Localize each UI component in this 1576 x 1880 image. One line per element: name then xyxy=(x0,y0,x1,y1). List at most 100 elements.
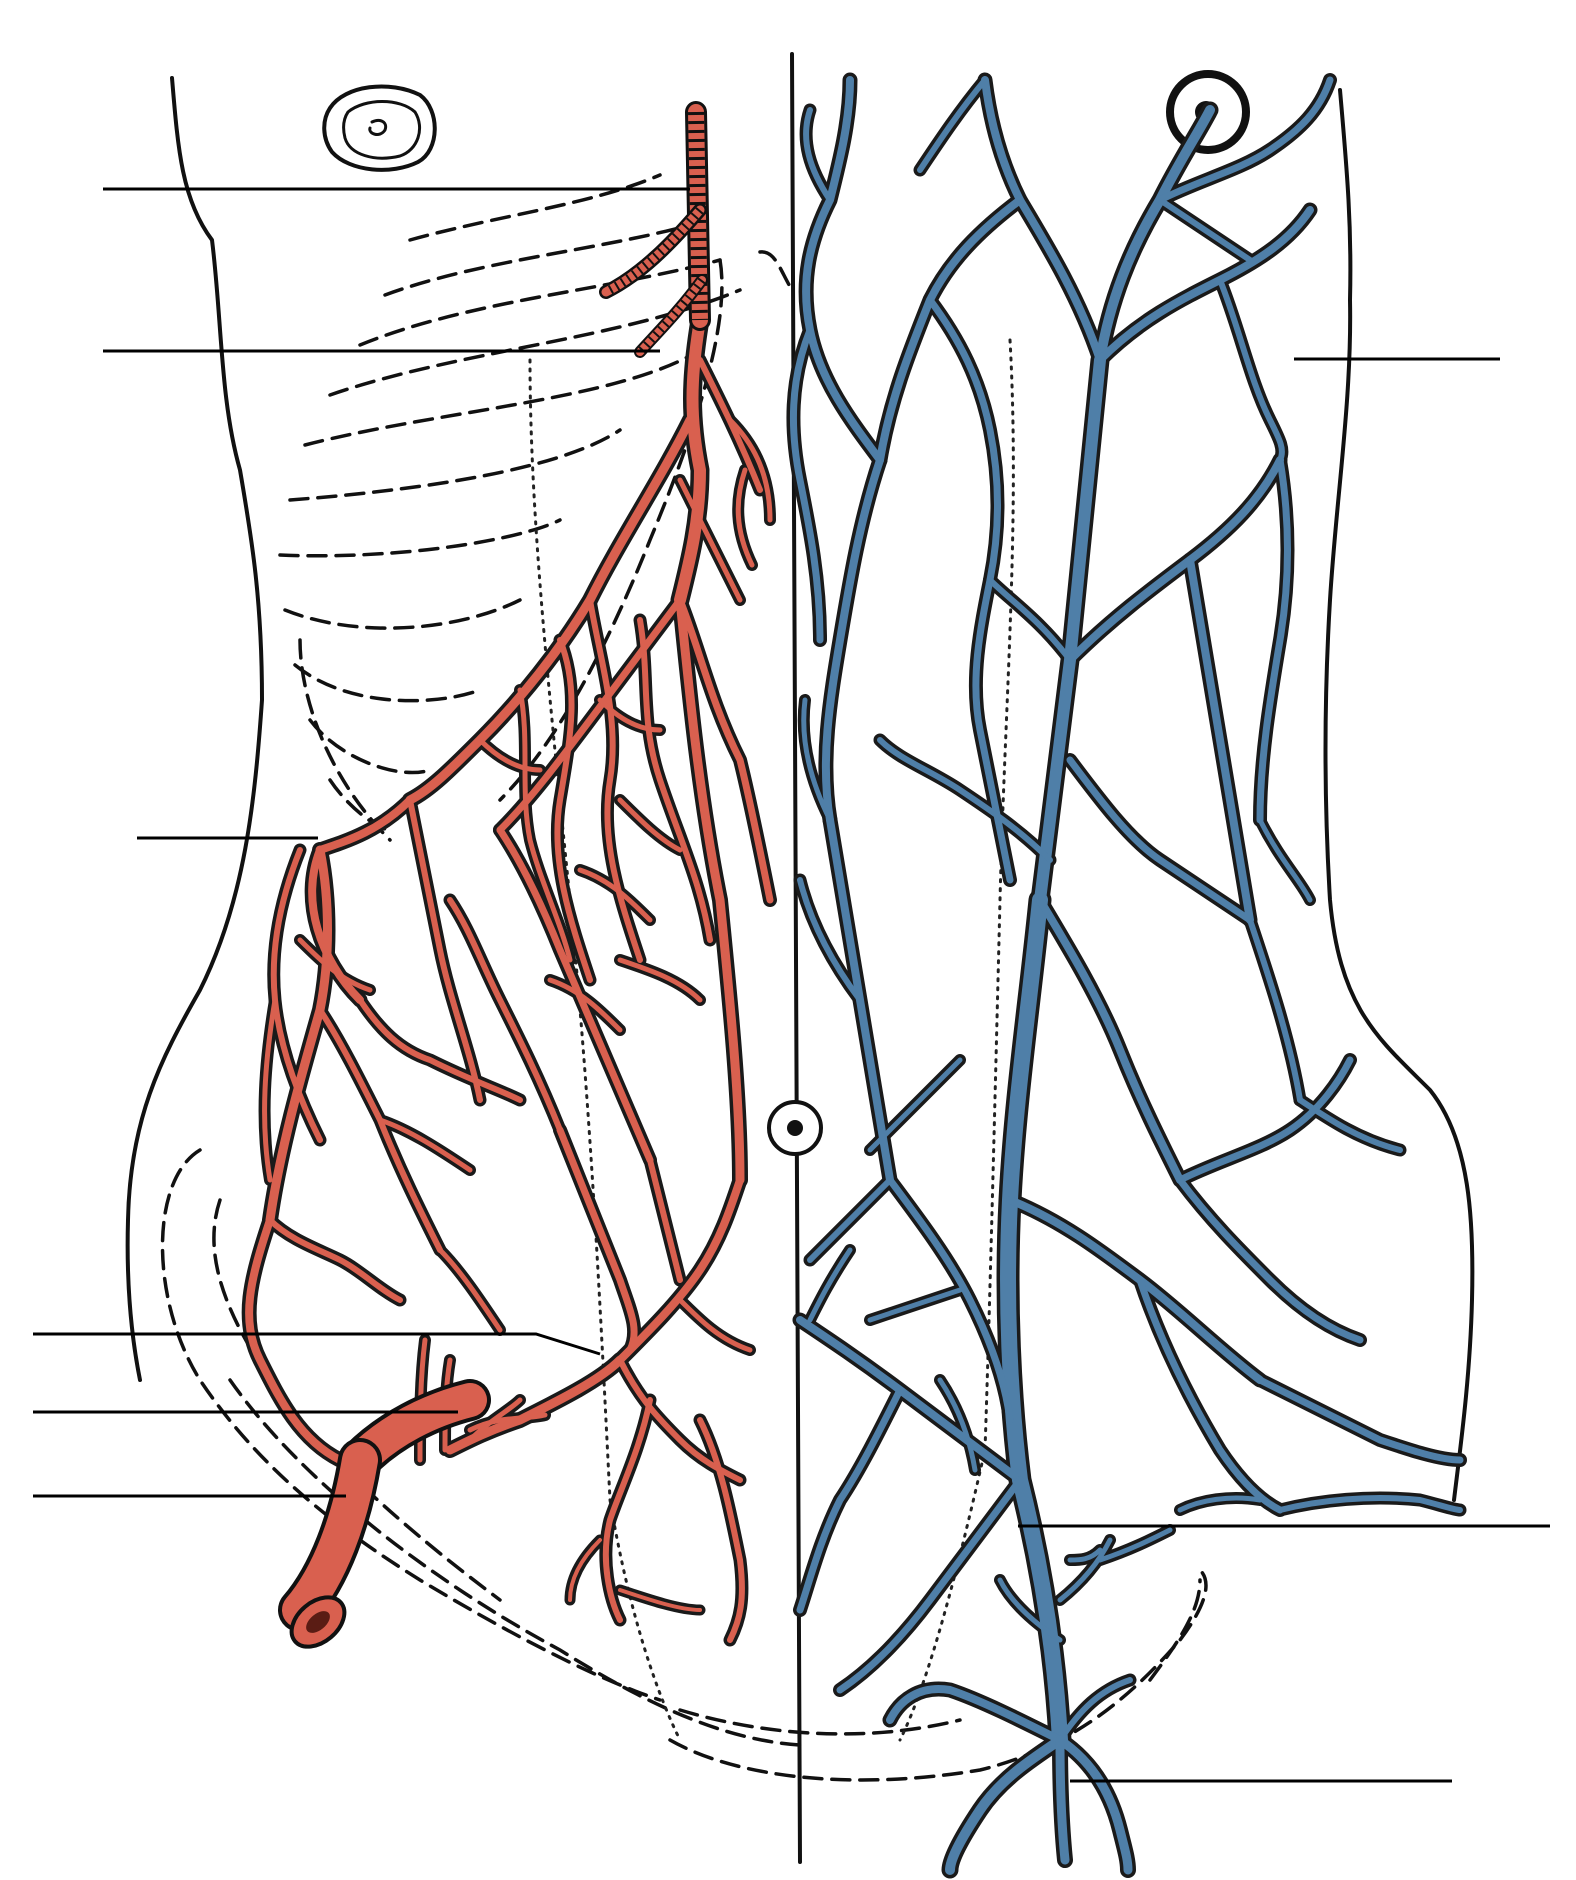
artery-branch-32 xyxy=(616,1176,744,1364)
vein-branch-16 xyxy=(1066,456,1284,664)
vein-branch-20 xyxy=(1217,277,1285,463)
vein-branch-13 xyxy=(789,326,824,644)
artery-branch-45 xyxy=(262,997,278,1183)
internal-thoracic-artery xyxy=(599,101,711,358)
vein-branch-39 xyxy=(867,1057,963,1153)
vein-branch-36 xyxy=(836,1476,1024,1694)
vein-branch-47 xyxy=(886,1685,1064,1744)
vein-branch-6 xyxy=(1157,197,1253,263)
vein-branch-outline-9 xyxy=(818,452,888,828)
artery-branch-20 xyxy=(496,826,654,1164)
umbilicus xyxy=(767,1100,823,1156)
artery-branch-outline-38 xyxy=(564,1534,606,1606)
vein-branch-7 xyxy=(917,77,988,173)
vein-branch-37 xyxy=(807,1177,893,1263)
vein-branch-32 xyxy=(1277,1495,1463,1513)
rib-cage-outline xyxy=(278,173,794,842)
vein-branch-53 xyxy=(1097,1527,1173,1563)
artery-branch-26 xyxy=(267,1217,403,1303)
vein-branch-24 xyxy=(877,737,1053,863)
vein-branch-17 xyxy=(1186,556,1254,924)
artery-branch-4 xyxy=(405,415,695,805)
vein-branch-21 xyxy=(1257,817,1313,903)
vein-branch-outline-45 xyxy=(941,1731,1069,1879)
artery-branch-38 xyxy=(568,1538,602,1602)
artery-branch-35 xyxy=(602,1397,653,1623)
vein-branch-2 xyxy=(1095,105,1215,365)
vein-branch-19 xyxy=(1247,917,1303,1103)
vein-branch-outline-14 xyxy=(923,293,1005,587)
artery-branch-6 xyxy=(676,596,774,904)
artery-branch-outline-12 xyxy=(474,734,546,776)
vein-branch-50 xyxy=(1057,1537,1113,1603)
artery-network xyxy=(241,310,777,1647)
vein-branch-11 xyxy=(802,76,884,464)
vein-branch-22 xyxy=(987,577,1073,663)
vein-branch-49 xyxy=(1055,1735,1070,1865)
artery-branch-12 xyxy=(477,737,543,773)
artery-branch-11 xyxy=(517,687,573,963)
vein-branch-46 xyxy=(1055,1735,1133,1875)
artery-branch-21 xyxy=(447,897,563,1133)
artery-branch-30 xyxy=(556,1126,638,1354)
artery-branch-9 xyxy=(637,617,713,943)
vein-branch-45 xyxy=(945,1735,1065,1875)
artery-branch-46 xyxy=(677,477,743,603)
vein-branch-41 xyxy=(801,697,833,823)
vein-branch-30 xyxy=(1256,1376,1464,1464)
vein-branch-51 xyxy=(997,1577,1063,1643)
artery-branch-24 xyxy=(297,937,373,993)
artery-branch-28 xyxy=(377,1117,473,1173)
vein-network xyxy=(786,72,1467,1879)
vein-branch-27 xyxy=(1176,1176,1364,1344)
vein-branch-26 xyxy=(1176,1056,1354,1184)
vein-branch-outline-31 xyxy=(1133,1273,1287,1517)
vein-branch-9 xyxy=(821,456,884,824)
vein-branch-40 xyxy=(797,877,863,1003)
artery-branch-0 xyxy=(674,314,706,606)
vein-branch-33 xyxy=(1177,1495,1263,1513)
vein-branch-48 xyxy=(1057,1677,1133,1743)
artery-branch-outline-23 xyxy=(353,993,527,1107)
artery-branch-22 xyxy=(407,797,483,1103)
artery-branch-31 xyxy=(647,1157,683,1283)
artery-branch-2 xyxy=(727,417,773,523)
artery-branch-3 xyxy=(735,467,755,568)
artery-branch-13 xyxy=(597,697,663,733)
artery-branch-10 xyxy=(554,637,593,983)
vein-branch-44 xyxy=(937,1377,978,1473)
vein-branch-38 xyxy=(886,1176,1014,1424)
artery-branch-15 xyxy=(577,867,653,923)
vein-branch-52 xyxy=(1067,1547,1103,1563)
vein-branch-0 xyxy=(1000,892,1068,1748)
artery-branch-25 xyxy=(245,1216,344,1464)
artery-branch-23 xyxy=(357,997,523,1103)
vein-branch-5 xyxy=(1156,76,1334,204)
label-leaders-left xyxy=(33,187,690,1498)
artery-branch-37 xyxy=(677,1297,753,1353)
artery-branch-7 xyxy=(675,595,745,1185)
vein-branch-42 xyxy=(867,1287,963,1323)
leader-left-4 xyxy=(33,1332,601,1356)
vein-branch-18 xyxy=(1256,456,1291,824)
artery-branch-42 xyxy=(467,1397,523,1443)
vein-branch-28 xyxy=(1297,1097,1403,1153)
artery-branch-14 xyxy=(617,797,683,853)
left-nipple xyxy=(322,84,437,172)
artery-branch-16 xyxy=(617,957,703,1003)
midline xyxy=(790,52,802,1864)
vein-branch-outline-48 xyxy=(1053,1673,1137,1747)
vein-branch-43 xyxy=(807,1247,853,1323)
artery-branch-5 xyxy=(496,596,684,834)
label-leaders-right xyxy=(1018,357,1550,1783)
vein-branch-15 xyxy=(972,576,1014,884)
artery-branch-36 xyxy=(697,1417,745,1643)
vein-branch-35 xyxy=(796,1386,904,1614)
artery-branch-17 xyxy=(547,977,623,1033)
artery-branch-43 xyxy=(467,1412,548,1433)
torso-outline xyxy=(125,52,1475,1864)
vein-branch-outline-27 xyxy=(1173,1173,1367,1347)
artery-branch-39 xyxy=(618,1588,702,1612)
vein-branch-23 xyxy=(1066,756,1254,924)
